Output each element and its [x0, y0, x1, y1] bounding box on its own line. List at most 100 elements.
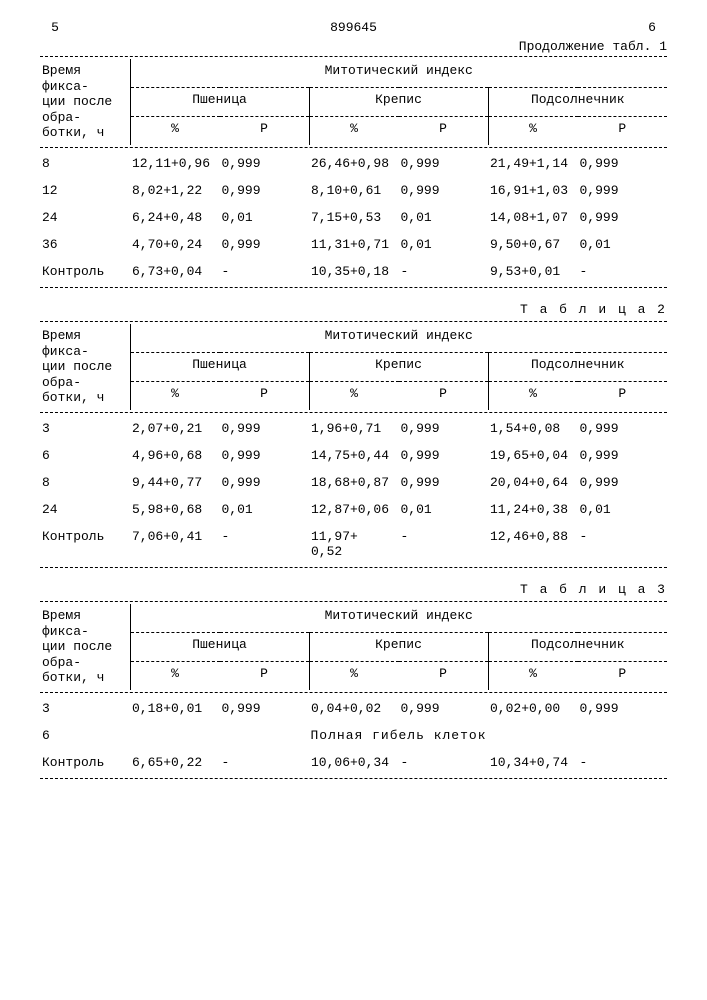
pct-header: %	[488, 661, 578, 689]
time-cell: Контроль	[40, 523, 130, 565]
full-cell-death: Полная гибель клеток	[130, 722, 667, 749]
p-cell: 0,999	[220, 442, 310, 469]
p-cell: 0,999	[220, 469, 310, 496]
pct-header: %	[309, 381, 399, 409]
p-header: P	[399, 117, 489, 145]
value-cell: 10,34+0,74	[488, 749, 578, 776]
p-header: P	[220, 117, 310, 145]
time-cell: 24	[40, 204, 130, 231]
value-cell: 11,31+0,71	[309, 231, 399, 258]
p-cell: -	[578, 258, 668, 285]
plant-krepis-header: Крепис	[309, 352, 488, 381]
p-header: P	[578, 117, 668, 145]
mitotic-index-header: Митотический индекс	[130, 324, 667, 352]
time-header: Время фикса- ции после обра- ботки, ч	[40, 604, 130, 690]
time-cell: 12	[40, 177, 130, 204]
value-cell: 11,97+ 0,52	[309, 523, 399, 565]
time-cell: 8	[40, 469, 130, 496]
p-cell: 0,999	[578, 150, 668, 177]
plant-sunflower-header: Подсолнечник	[488, 87, 667, 116]
value-cell: 6,24+0,48	[130, 204, 220, 231]
p-cell: -	[220, 749, 310, 776]
table-1: Время фикса- ции после обра- ботки, ч Ми…	[40, 59, 667, 288]
time-cell: 3	[40, 695, 130, 722]
p-cell: 0,999	[399, 442, 489, 469]
p-cell: 0,999	[399, 177, 489, 204]
value-cell: 9,53+0,01	[488, 258, 578, 285]
pct-header: %	[309, 117, 399, 145]
table-row: Контроль6,73+0,04-10,35+0,18-9,53+0,01-	[40, 258, 667, 285]
value-cell: 7,06+0,41	[130, 523, 220, 565]
time-cell: 6	[40, 442, 130, 469]
divider	[40, 601, 667, 602]
divider	[40, 692, 667, 693]
p-cell: 0,01	[220, 496, 310, 523]
value-cell: 20,04+0,64	[488, 469, 578, 496]
p-cell: -	[578, 749, 668, 776]
value-cell: 14,75+0,44	[309, 442, 399, 469]
p-cell: 0,999	[399, 415, 489, 442]
value-cell: 12,87+0,06	[309, 496, 399, 523]
time-cell: Контроль	[40, 749, 130, 776]
value-cell: 14,08+1,07	[488, 204, 578, 231]
value-cell: 6,65+0,22	[130, 749, 220, 776]
time-cell: 6	[40, 722, 130, 749]
p-cell: 0,01	[220, 204, 310, 231]
p-cell: -	[220, 523, 310, 565]
value-cell: 12,46+0,88	[488, 523, 578, 565]
value-cell: 10,06+0,34	[309, 749, 399, 776]
divider	[40, 567, 667, 568]
p-header: P	[399, 661, 489, 689]
time-cell: 24	[40, 496, 130, 523]
divider	[40, 778, 667, 779]
value-cell: 18,68+0,87	[309, 469, 399, 496]
table-row: 364,70+0,240,99911,31+0,710,019,50+0,670…	[40, 231, 667, 258]
time-header: Время фикса- ции после обра- ботки, ч	[40, 59, 130, 145]
value-cell: 5,98+0,68	[130, 496, 220, 523]
top-header-row: 5 899645 6	[40, 20, 667, 35]
plant-sunflower-header: Подсолнечник	[488, 632, 667, 661]
value-cell: 2,07+0,21	[130, 415, 220, 442]
value-cell: 10,35+0,18	[309, 258, 399, 285]
p-header: P	[220, 661, 310, 689]
p-header: P	[578, 661, 668, 689]
table-row: 32,07+0,210,9991,96+0,710,9991,54+0,080,…	[40, 415, 667, 442]
p-header: P	[578, 381, 668, 409]
pct-header: %	[130, 381, 220, 409]
p-cell: 0,999	[578, 469, 668, 496]
p-cell: 0,999	[220, 415, 310, 442]
time-header: Время фикса- ции после обра- ботки, ч	[40, 324, 130, 410]
value-cell: 4,70+0,24	[130, 231, 220, 258]
table-row: 812,11+0,960,99926,46+0,980,99921,49+1,1…	[40, 150, 667, 177]
p-cell: 0,999	[220, 231, 310, 258]
p-cell: -	[220, 258, 310, 285]
table-row: 245,98+0,680,0112,87+0,060,0111,24+0,380…	[40, 496, 667, 523]
value-cell: 9,44+0,77	[130, 469, 220, 496]
table-2-caption: Т а б л и ц а 2	[40, 302, 667, 317]
p-cell: 0,999	[578, 442, 668, 469]
table-row: 89,44+0,770,99918,68+0,870,99920,04+0,64…	[40, 469, 667, 496]
value-cell: 8,10+0,61	[309, 177, 399, 204]
time-cell: 8	[40, 150, 130, 177]
value-cell: 7,15+0,53	[309, 204, 399, 231]
divider	[40, 56, 667, 57]
divider	[40, 412, 667, 413]
column-number-right: 6	[637, 20, 667, 35]
p-cell: -	[578, 523, 668, 565]
plant-krepis-header: Крепис	[309, 632, 488, 661]
p-cell: -	[399, 523, 489, 565]
p-cell: 0,999	[399, 695, 489, 722]
p-cell: 0,01	[399, 496, 489, 523]
table-row: 64,96+0,680,99914,75+0,440,99919,65+0,04…	[40, 442, 667, 469]
plant-wheat-header: Пшеница	[130, 632, 309, 661]
p-cell: 0,999	[578, 415, 668, 442]
p-cell: 0,999	[578, 204, 668, 231]
value-cell: 0,18+0,01	[130, 695, 220, 722]
p-cell: 0,999	[399, 469, 489, 496]
p-cell: 0,999	[578, 695, 668, 722]
plant-sunflower-header: Подсолнечник	[488, 352, 667, 381]
plant-krepis-header: Крепис	[309, 87, 488, 116]
p-cell: 0,01	[578, 496, 668, 523]
mitotic-index-header: Митотический индекс	[130, 604, 667, 632]
table-row: Контроль 6,65+0,22 - 10,06+0,34 - 10,34+…	[40, 749, 667, 776]
